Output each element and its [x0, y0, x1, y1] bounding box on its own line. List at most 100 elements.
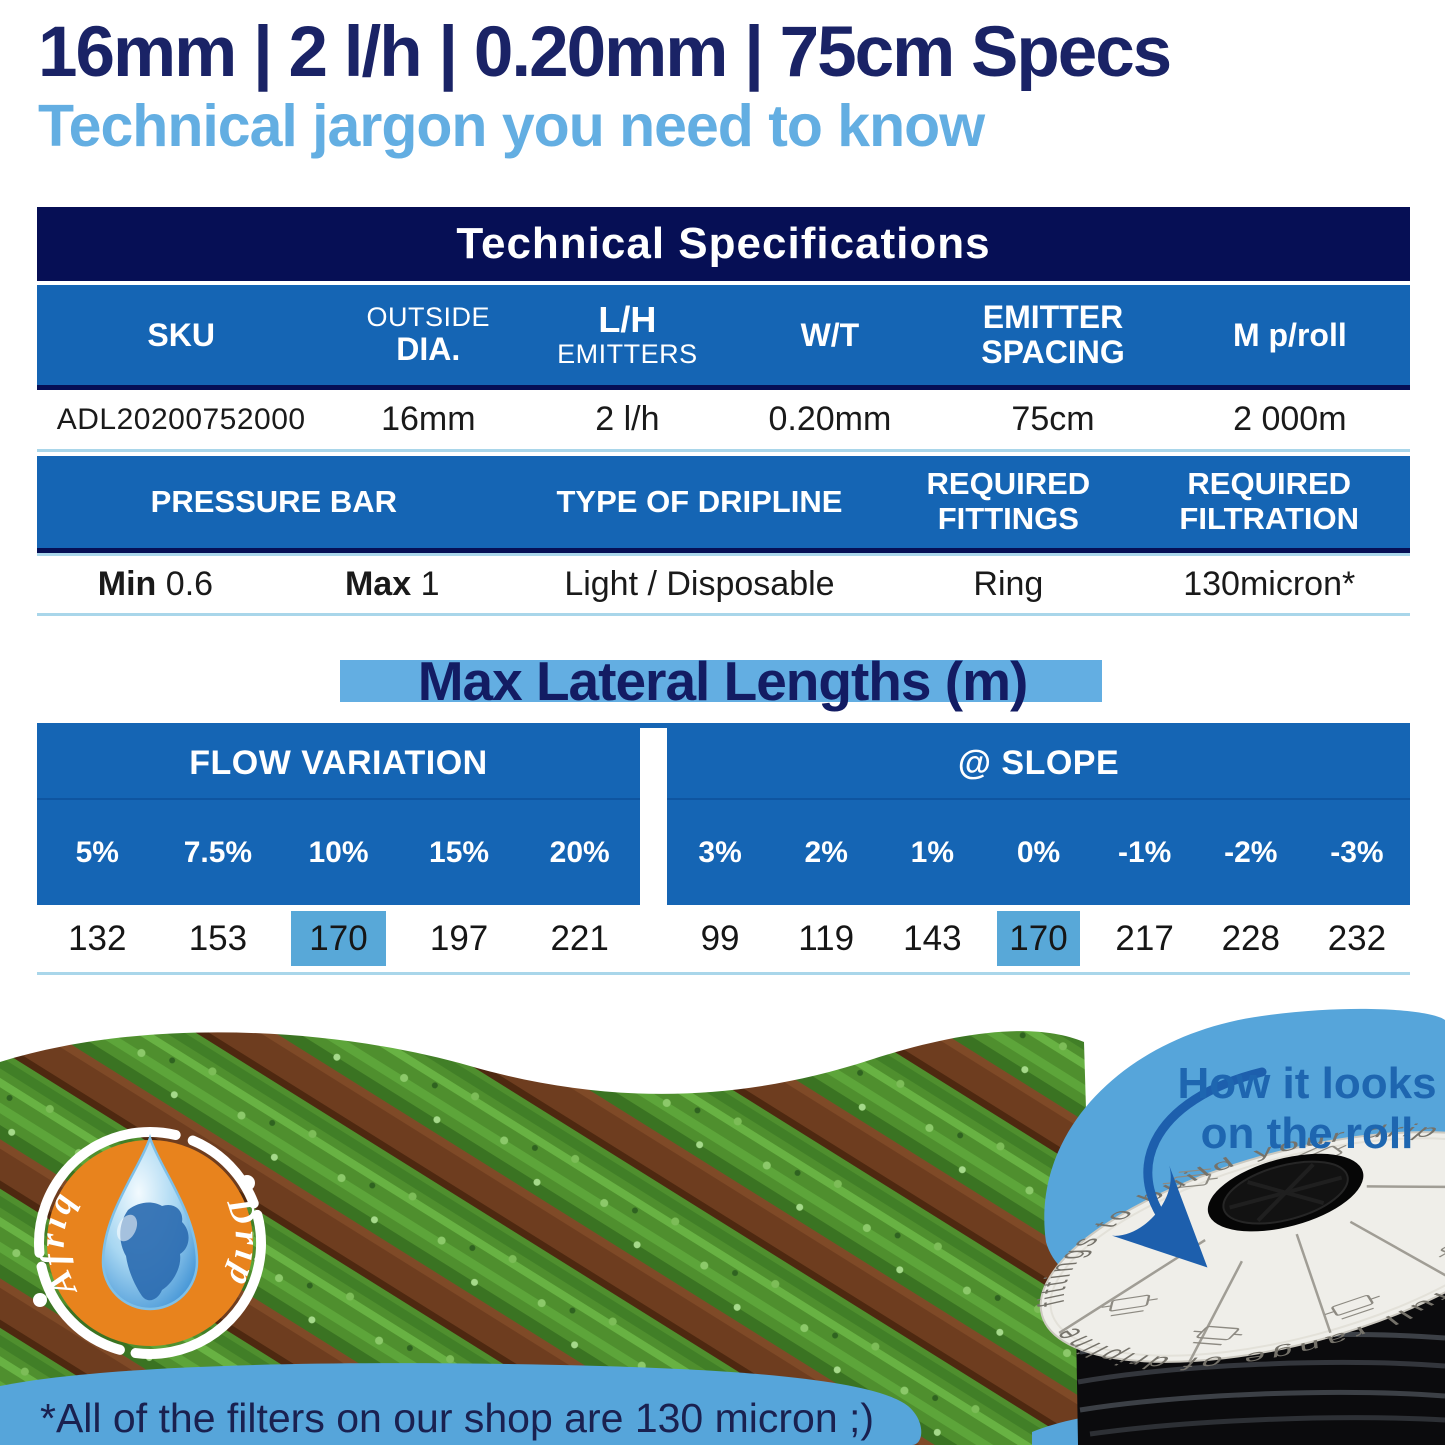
dripline-type-value: Light / Disposable: [564, 565, 835, 603]
flow-cat: 15%: [429, 835, 490, 869]
page-subtitle: Technical jargon you need to know: [38, 92, 985, 159]
slope-cat: -3%: [1330, 835, 1384, 869]
spec-values-row: ADL20200752000 16mm 2 l/h 0.20mm 75cm 2 …: [37, 390, 1410, 452]
pressure-min: Min 0.6: [37, 565, 274, 604]
min-value: 0.6: [165, 565, 214, 603]
flow-value: 132: [68, 918, 127, 958]
slope-values: 99 119 143 170 217 228 232: [667, 905, 1410, 972]
slope-cat: 1%: [910, 835, 955, 869]
table-top-line: [37, 723, 1410, 728]
col-header-wt: W/T: [723, 318, 936, 353]
logo-brush-ring: [34, 1127, 266, 1359]
slope-value-highlighted: 170: [985, 911, 1091, 966]
col-header-emitter-spacing: EMITTER SPACING: [936, 300, 1169, 369]
lateral-lengths-table: FLOW VARIATION @ SLOPE 5% 7.5% 10% 15% 2…: [37, 723, 1410, 975]
lh-label: L/H: [598, 298, 657, 340]
max-value: 1: [420, 565, 440, 603]
slope-cat: 0%: [1016, 835, 1061, 869]
page-title: 16mm | 2 l/h | 0.20mm | 75cm Specs: [38, 13, 1172, 92]
spacing-label: SPACING: [981, 334, 1125, 370]
roll-callout-line1: How it looks: [1177, 1059, 1436, 1108]
highlight-box: 170: [291, 911, 386, 966]
spec-values-row-2: Min 0.6 Max 1 Light / Disposable Ring 13…: [37, 556, 1410, 616]
slope-value: 228: [1221, 918, 1280, 958]
slope-value: 217: [1115, 918, 1174, 958]
slope-header: @ SLOPE: [667, 728, 1410, 800]
bottom-scene: fittings to build your drip irrigation f…: [0, 1008, 1445, 1445]
length-values-row: 132 153 170 197 221 99 119 143 170 217 2…: [37, 905, 1410, 975]
slope-percentages: 3% 2% 1% 0% -1% -2% -3%: [667, 800, 1410, 905]
slope-cat: 2%: [804, 835, 848, 869]
min-label: Min: [97, 565, 157, 603]
slope-value: 119: [798, 918, 855, 958]
afriqdrip-logo: Afriq Drip: [32, 1127, 266, 1359]
flow-cat: 5%: [75, 835, 119, 869]
fittings-value: Ring: [973, 565, 1044, 603]
arrow-to-roll: [1112, 1067, 1267, 1268]
filtration-value: 130micron*: [1183, 565, 1356, 603]
flow-percentages: 5% 7.5% 10% 15% 20%: [37, 800, 640, 905]
drop-highlight: [116, 1214, 138, 1242]
col-header-lh-emitters: L/H EMITTERS: [531, 298, 723, 369]
emitter-spacing-value: 75cm: [1011, 400, 1095, 438]
outside-dia-value: 16mm: [381, 400, 476, 438]
spec-table-header-row-2: PRESSURE BAR TYPE OF DRIPLINE REQUIRED F…: [37, 456, 1410, 553]
col-header-required-fittings: REQUIRED FITTINGS: [926, 466, 1091, 536]
page-header: 16mm | 2 l/h | 0.20mm | 75cm Specs Techn…: [38, 13, 1172, 159]
outside-label: OUTSIDE: [366, 302, 491, 333]
slope-cat: -1%: [1117, 835, 1172, 869]
roll-callout-line2: on the roll: [1201, 1109, 1414, 1158]
dia-label: DIA.: [396, 331, 461, 368]
flow-value: 221: [550, 918, 609, 958]
wt-value: 0.20mm: [768, 400, 892, 438]
m-per-roll-value: 2 000m: [1233, 400, 1347, 438]
col-header-m-per-roll: M p/roll: [1170, 318, 1410, 353]
separator-line: [37, 553, 1410, 556]
flow-cat: 10%: [308, 835, 369, 869]
col-header-dripline-type: TYPE OF DRIPLINE: [556, 483, 843, 519]
flow-cat: 20%: [549, 835, 610, 869]
wt-label: W/T: [800, 316, 860, 353]
col-header-outside-dia: OUTSIDE DIA.: [325, 302, 531, 368]
column-gap: [640, 800, 667, 905]
africa-map-icon: [120, 1202, 189, 1301]
flow-values: 132 153 170 197 221: [37, 905, 640, 972]
flow-value-highlighted: 170: [278, 911, 399, 966]
flow-value: 153: [188, 918, 248, 958]
flow-variation-header: FLOW VARIATION: [37, 728, 640, 800]
emitters-label: EMITTERS: [557, 338, 698, 369]
lateral-header-row: FLOW VARIATION @ SLOPE: [37, 728, 1410, 800]
pressure-values: Min 0.6 Max 1: [37, 565, 511, 604]
slope-value: 143: [903, 918, 962, 958]
flow-cat: 7.5%: [183, 835, 253, 869]
slope-value: 99: [700, 918, 740, 958]
emitter-label: EMITTER: [982, 299, 1124, 336]
mroll-label: M p/roll: [1232, 316, 1347, 353]
spec-table-header-row: SKU OUTSIDE DIA. L/H EMITTERS W/T EMITTE…: [37, 285, 1410, 390]
sku-value: ADL20200752000: [56, 402, 306, 436]
highlight-box: 170: [997, 911, 1080, 966]
flow-value: 197: [429, 918, 489, 958]
spec-table-title: Technical Specifications: [37, 207, 1410, 281]
lateral-lengths-section-title: Max Lateral Lengths (m): [0, 642, 1445, 720]
slope-cat: 3%: [698, 835, 742, 869]
lh-emitters-value: 2 l/h: [595, 400, 660, 438]
column-gap: [640, 728, 667, 800]
pressure-max: Max 1: [274, 565, 511, 604]
slope-cat: -2%: [1224, 835, 1278, 869]
max-label: Max: [344, 565, 412, 603]
slope-value: 232: [1327, 918, 1387, 958]
footnote-blob: *All of the filters on our shop are 130 …: [0, 1363, 922, 1445]
logo-dot: [239, 1175, 255, 1191]
col-header-pressure-bar: PRESSURE BAR: [150, 483, 397, 519]
column-gap: [640, 905, 667, 972]
percentage-row: 5% 7.5% 10% 15% 20% 3% 2% 1% 0% -1% -2% …: [37, 800, 1410, 905]
lateral-lengths-title: Max Lateral Lengths (m): [417, 650, 1029, 712]
col-header-sku: SKU: [37, 318, 325, 353]
crop-field-photo: [0, 1031, 1096, 1445]
roll-center-hole: [1207, 1153, 1364, 1232]
logo-dot: [33, 1293, 47, 1307]
spec-table: Technical Specifications SKU OUTSIDE DIA…: [37, 207, 1410, 616]
col-header-required-filtration: REQUIRED FILTRATION: [1179, 466, 1360, 536]
col-header-sku-label: SKU: [147, 316, 215, 353]
